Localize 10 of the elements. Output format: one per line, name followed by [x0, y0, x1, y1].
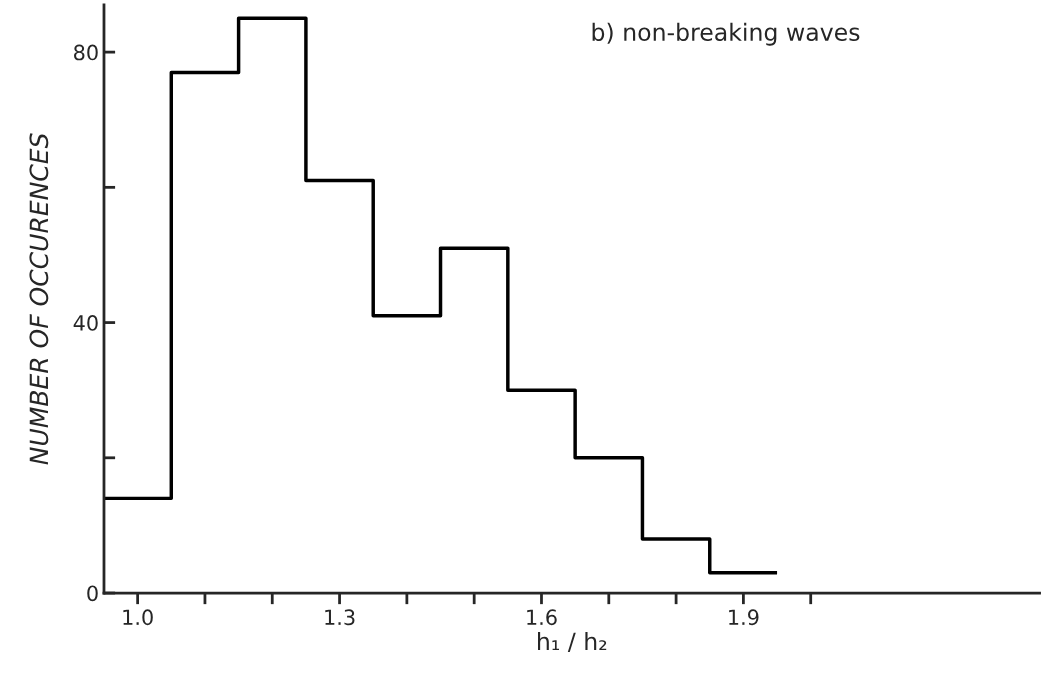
- x-tick-label: 1.9: [729, 609, 759, 626]
- x-tick-label: 1.0: [123, 609, 153, 626]
- x-axis-title: h₁ / h₂: [538, 631, 607, 653]
- x-tick-label: 1.3: [325, 609, 355, 626]
- x-tick-label: 1.6: [527, 609, 557, 626]
- text: b) non-breaking waves: [592, 22, 860, 46]
- y-tick-label: 80: [74, 44, 98, 61]
- y-tick-label: 40: [73, 315, 98, 331]
- y-tick-label: 0: [87, 585, 98, 602]
- y-axis-title: NUMBER OF OCCURENCES: [29, 133, 49, 465]
